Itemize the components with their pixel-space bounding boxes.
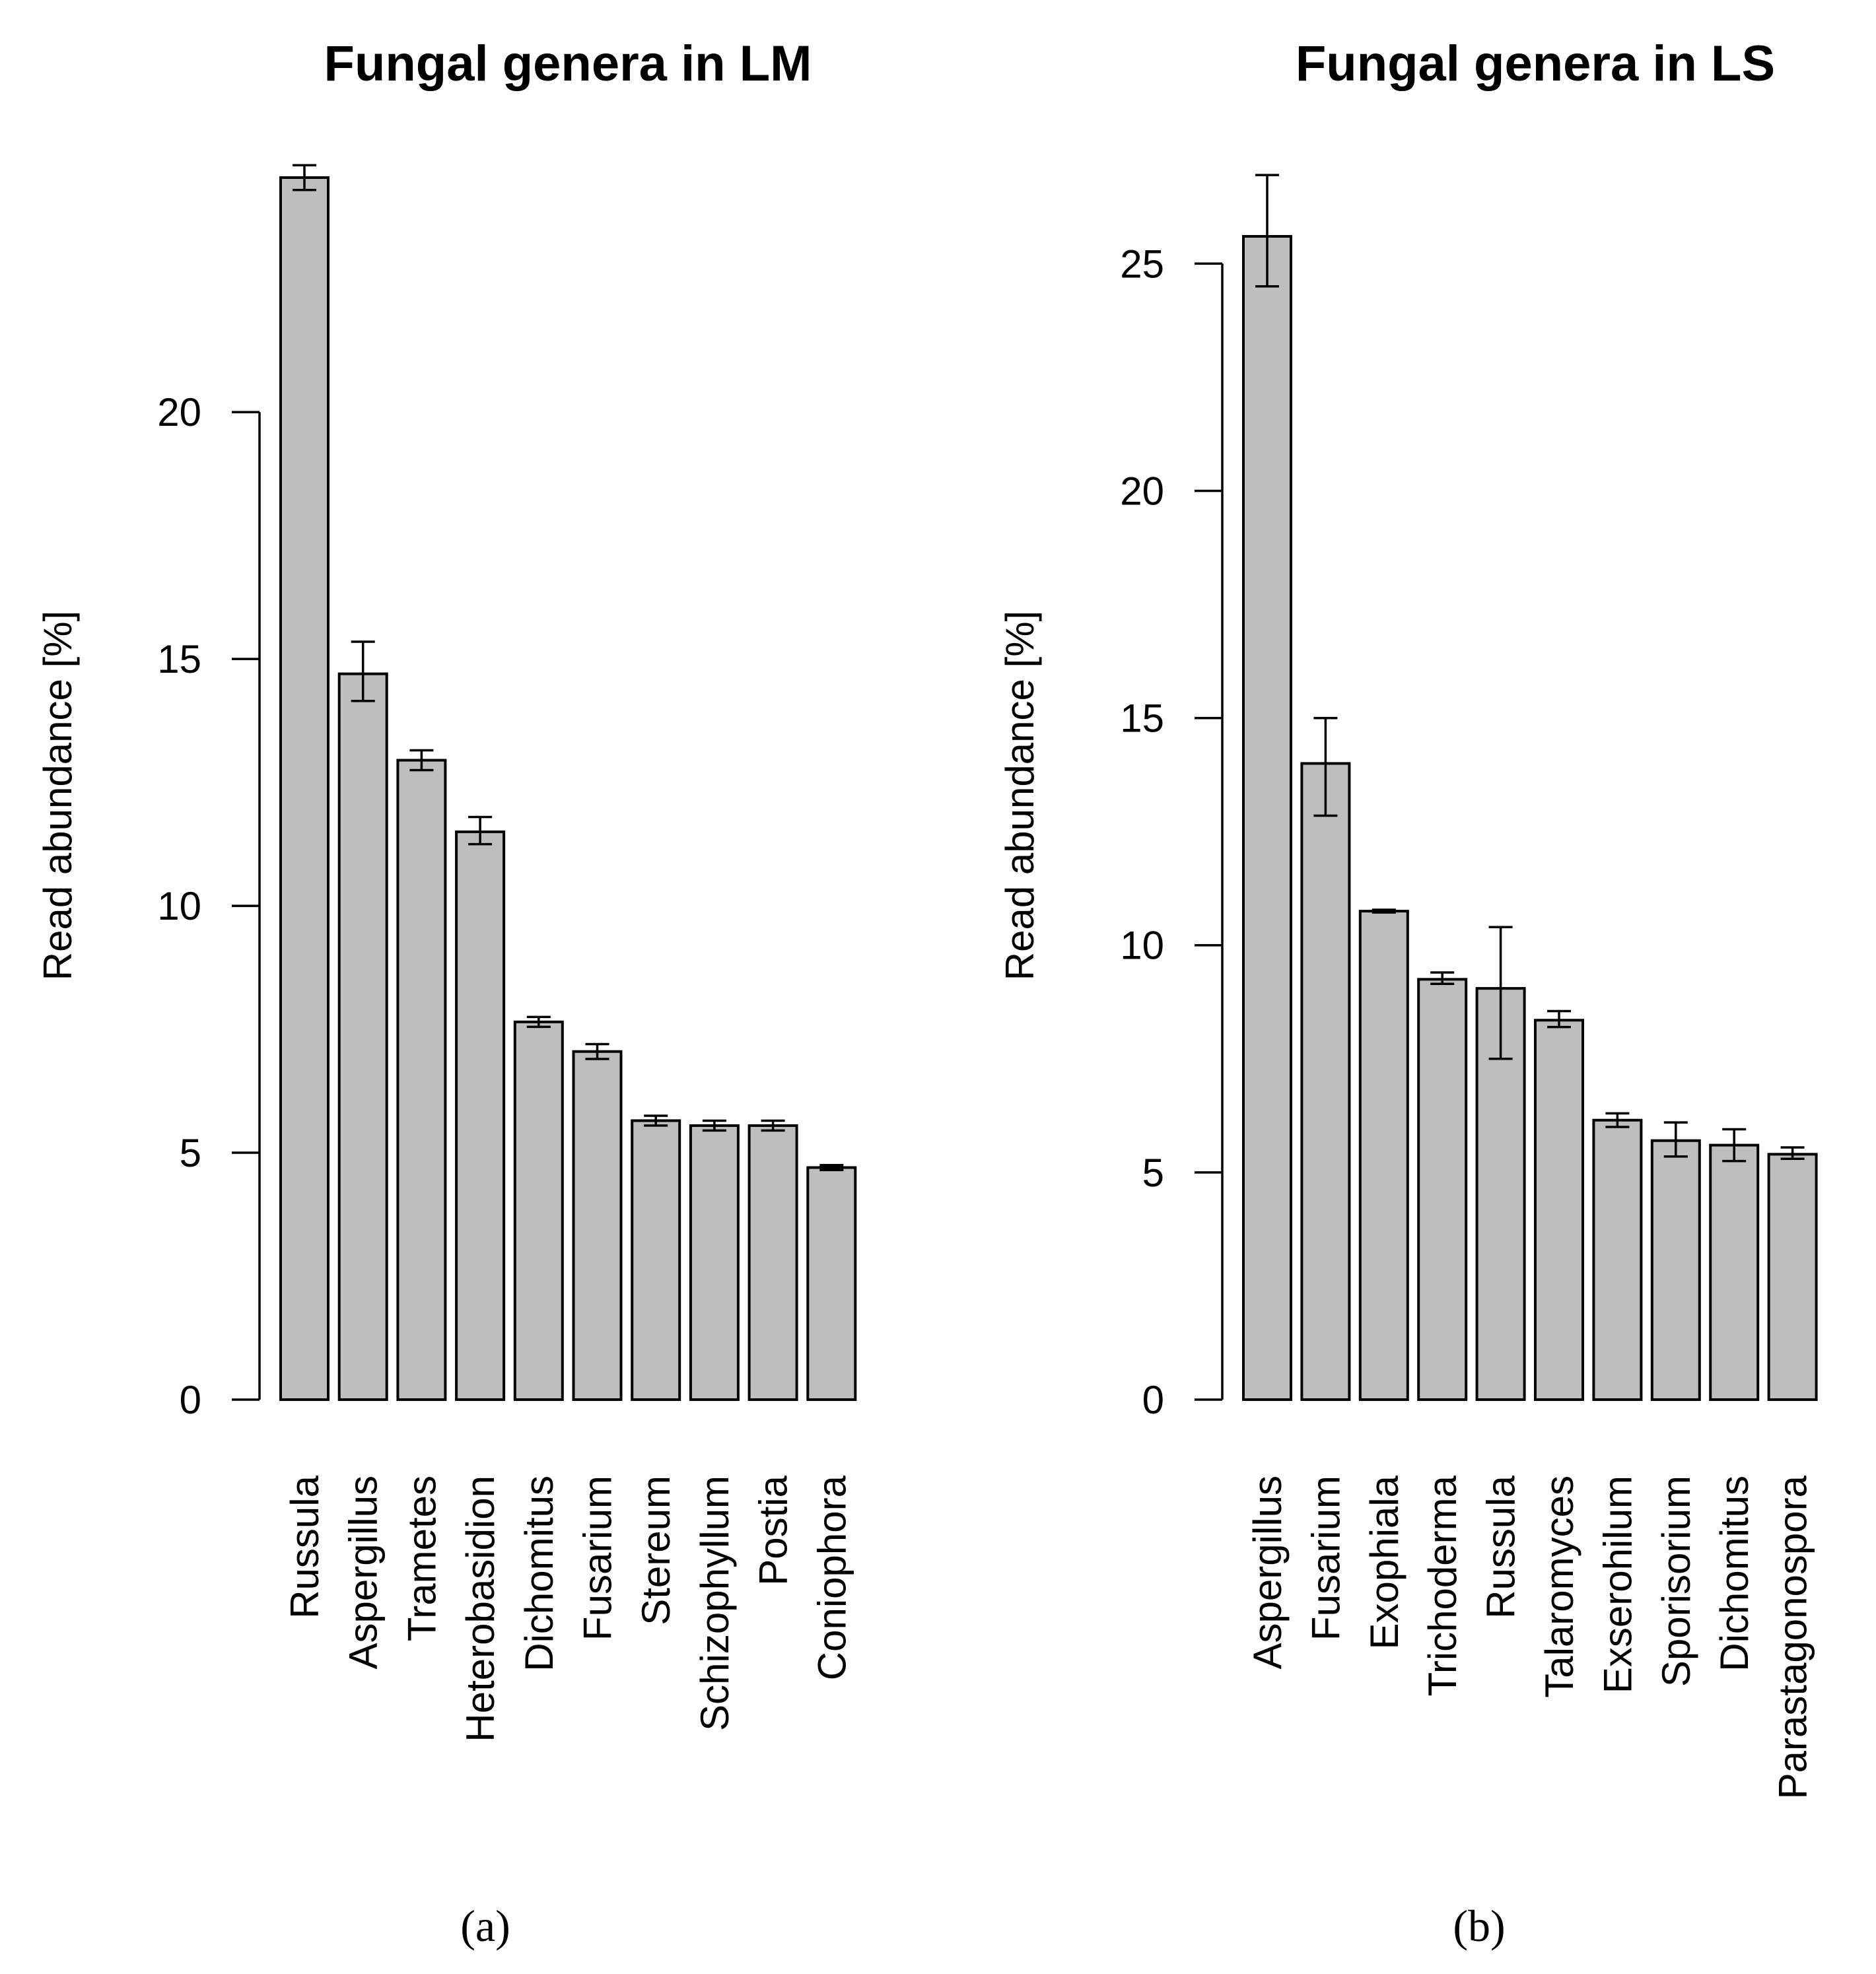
x-tick-label-trichoderma-ls: Trichoderma — [1420, 1475, 1465, 1696]
chart-title-lm: Fungal genera in LM — [324, 36, 812, 92]
x-tick-label-fusarium-lm: Fusarium — [576, 1476, 620, 1641]
x-tick-label-sporisorium-ls: Sporisorium — [1654, 1476, 1698, 1687]
bar-schizophyllum-lm — [689, 1124, 740, 1401]
y-tick-label: 5 — [180, 1131, 201, 1175]
error-bar-fusarium-ls — [1313, 716, 1338, 817]
error-bar-aspergillus-lm — [351, 640, 375, 702]
bar-heterobasidion-lm — [455, 830, 506, 1402]
y-axis-label-lm: Read abundance [%] — [36, 611, 80, 980]
y-tick-label: 0 — [1142, 1378, 1164, 1422]
y-tick-label: 20 — [1120, 469, 1164, 513]
error-bar-exophiala-ls — [1372, 908, 1396, 914]
x-tick-label-talaromyces-ls: Talaromyces — [1537, 1476, 1581, 1698]
bar-postia-lm — [747, 1124, 798, 1401]
x-tick-label-heterobasidion-lm: Heterobasidion — [458, 1476, 503, 1742]
x-tick-label-exserohilum-ls: Exserohilum — [1595, 1476, 1640, 1693]
bar-exophiala-ls — [1358, 910, 1409, 1401]
x-tick-label-fusarium-ls: Fusarium — [1303, 1476, 1348, 1641]
y-tick-label: 25 — [1120, 242, 1164, 286]
y-axis-ls: 0 5 10 15 20 25 — [1120, 242, 1224, 1422]
x-tick-label-parastagonospora-ls: Parastagonospora — [1771, 1475, 1815, 1799]
x-tick-label-aspergillus-ls: Aspergillus — [1245, 1476, 1290, 1669]
bar-aspergillus-lm — [337, 672, 388, 1401]
error-bar-dichomitus-ls — [1722, 1128, 1747, 1163]
bar-exserohilum-ls — [1592, 1118, 1643, 1401]
error-bar-stereum-lm — [644, 1114, 668, 1127]
panel-a-chart: Fungal genera in LM Read abundance [%] (… — [36, 36, 857, 1951]
error-bar-fusarium-lm — [585, 1042, 609, 1060]
bar-dichomitus-ls — [1709, 1143, 1760, 1401]
y-tick-label: 15 — [1120, 697, 1164, 741]
y-tick-label: 20 — [157, 390, 201, 434]
bar-russula-lm — [279, 176, 330, 1401]
panel-label-b: (b) — [1453, 1901, 1505, 1951]
y-tick-label: 10 — [157, 884, 201, 928]
error-bar-schizophyllum-lm — [702, 1119, 726, 1132]
x-tick-label-stereum-lm: Stereum — [634, 1476, 678, 1625]
bar-stereum-lm — [631, 1119, 681, 1401]
error-bar-talaromyces-ls — [1547, 1009, 1571, 1029]
x-tick-label-exophiala-ls: Exophiala — [1362, 1475, 1407, 1649]
y-axis-lm: 0 5 10 15 20 — [157, 390, 261, 1422]
bar-sporisorium-ls — [1650, 1139, 1701, 1401]
category-labels-ls: Aspergillus Fusarium Exophiala Trichoderma R… — [1245, 1475, 1815, 1799]
error-bar-russula-ls — [1488, 926, 1513, 1060]
error-bar-parastagonospora-ls — [1780, 1146, 1805, 1160]
y-tick-label: 5 — [1142, 1151, 1164, 1195]
bar-parastagonospora-ls — [1767, 1153, 1818, 1401]
bar-fusarium-ls — [1300, 762, 1351, 1401]
x-tick-label-dichomitus-ls: Dichomitus — [1712, 1476, 1756, 1672]
bar-coniophora-lm — [806, 1166, 857, 1401]
error-bar-exserohilum-ls — [1605, 1112, 1630, 1128]
error-bar-russula-lm — [293, 164, 316, 191]
error-bar-group-ls — [1255, 174, 1805, 1163]
bar-talaromyces-ls — [1534, 1019, 1584, 1401]
bar-dichomitus-lm — [513, 1020, 564, 1401]
error-bar-trametes-lm — [409, 749, 434, 772]
bar-fusarium-lm — [572, 1050, 623, 1401]
bar-trichoderma-ls — [1417, 978, 1468, 1401]
error-bar-dichomitus-lm — [526, 1015, 551, 1029]
chart-title-ls: Fungal genera in LS — [1296, 36, 1775, 92]
category-labels-lm: Russula Aspergillus Trametes Heterobasidion… — [283, 1475, 854, 1742]
y-axis-label-ls: Read abundance [%] — [998, 611, 1042, 980]
error-bar-coniophora-lm — [819, 1164, 844, 1171]
x-tick-label-trametes-lm: Trametes — [400, 1476, 444, 1641]
bar-aspergillus-ls — [1242, 235, 1292, 1401]
x-tick-label-aspergillus-lm: Aspergillus — [341, 1476, 386, 1669]
bar-trametes-lm — [396, 759, 447, 1401]
y-tick-label: 0 — [180, 1378, 201, 1422]
error-bar-heterobasidion-lm — [468, 815, 493, 846]
x-tick-label-dichomitus-lm: Dichomitus — [517, 1476, 561, 1672]
y-tick-label: 10 — [1120, 924, 1164, 968]
x-tick-label-schizophyllum-lm: Schizophyllum — [693, 1476, 737, 1731]
error-bar-aspergillus-ls — [1255, 174, 1279, 288]
error-bar-group-lm — [293, 164, 844, 1171]
error-bar-postia-lm — [761, 1119, 785, 1132]
panel-label-a: (a) — [460, 1901, 510, 1951]
y-tick-label: 15 — [157, 637, 201, 681]
bar-group-ls — [1242, 235, 1818, 1401]
panel-b-chart: Fungal genera in LS Read abundance [%] (… — [998, 36, 1818, 1951]
bar-group-lm — [279, 176, 857, 1402]
x-tick-label-postia-lm: Postia — [751, 1475, 796, 1585]
error-bar-trichoderma-ls — [1430, 971, 1455, 985]
x-tick-label-russula-lm: Russula — [283, 1475, 327, 1618]
x-tick-label-russula-ls: Russula — [1479, 1475, 1523, 1618]
error-bar-sporisorium-ls — [1663, 1121, 1688, 1158]
x-tick-label-coniophora-lm: Coniophora — [810, 1475, 854, 1680]
